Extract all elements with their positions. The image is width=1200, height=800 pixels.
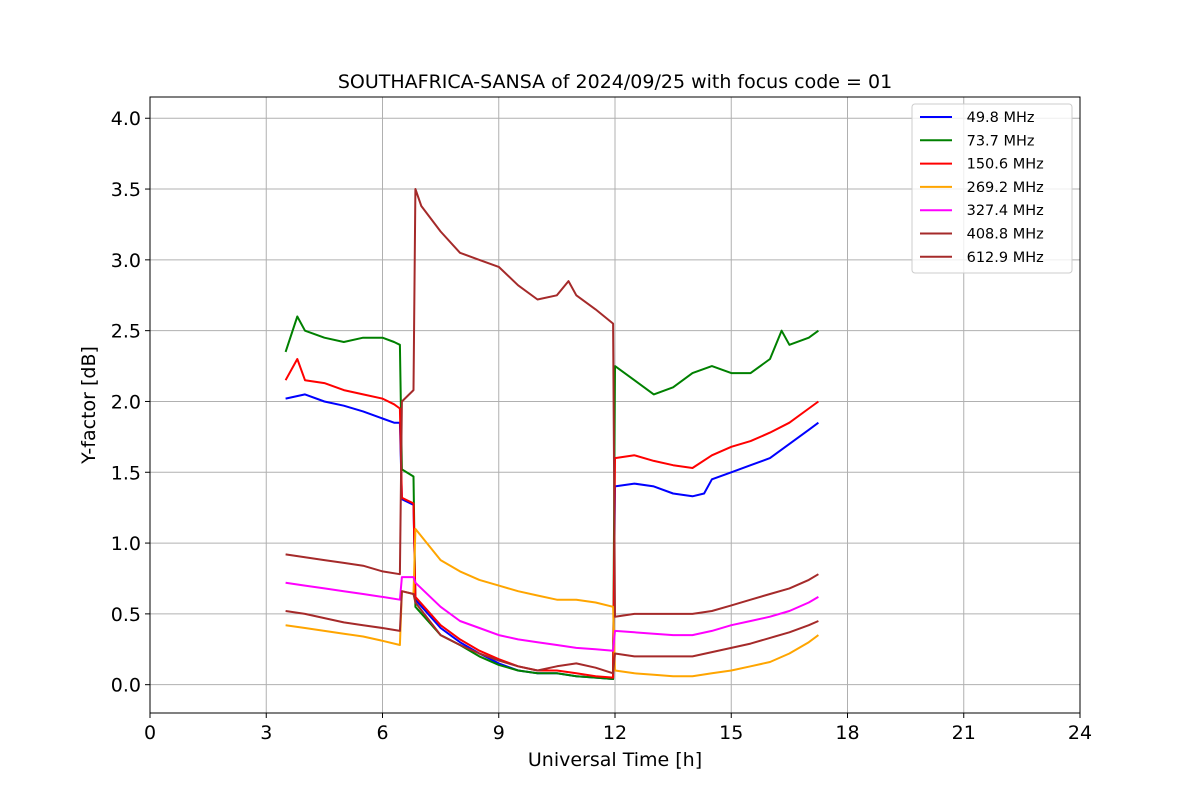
legend-label: 73.7 MHz	[962, 133, 1035, 149]
x-tick-label: 6	[376, 722, 388, 744]
chart-title: SOUTHAFRICA-SANSA of 2024/09/25 with foc…	[338, 71, 892, 93]
y-tick-label: 2.5	[111, 321, 141, 343]
y-axis-label: Y-factor [dB]	[78, 346, 100, 465]
series-line-5	[285, 576, 819, 652]
y-axis-ticks: 0.0 0.5 1.0 1.5 2.0 2.5 3.0 3.5 4.0	[111, 108, 150, 697]
legend: 49.8 MHz 73.7 MHz 150.6 MHz 269.2 MHz 32…	[911, 103, 1073, 274]
x-tick-label: 12	[603, 722, 627, 744]
x-tick-label: 3	[260, 722, 272, 744]
legend-box	[911, 103, 1073, 274]
x-tick-label: 18	[835, 722, 859, 744]
x-tick-label: 21	[952, 722, 976, 744]
legend-label: 612.9 MHz	[962, 250, 1044, 266]
legend-label: 150.6 MHz	[962, 157, 1044, 173]
series-line-6	[285, 590, 819, 675]
y-tick-label: 0.0	[111, 675, 141, 697]
y-tick-label: 4.0	[111, 108, 141, 130]
y-tick-label: 3.5	[111, 179, 141, 201]
y-tick-label: 1.5	[111, 462, 141, 484]
x-axis-label: Universal Time [h]	[528, 749, 702, 771]
x-tick-label: 0	[144, 722, 156, 744]
legend-label: 269.2 MHz	[962, 180, 1044, 196]
x-axis-ticks: 0 3 6 9 12 15 18 21 24	[144, 713, 1092, 744]
series-line-7	[285, 188, 819, 618]
legend-label: 327.4 MHz	[962, 203, 1044, 219]
y-tick-label: 2.0	[111, 391, 141, 413]
x-tick-label: 15	[719, 722, 743, 744]
legend-label: 408.8 MHz	[962, 227, 1044, 243]
series-line-2	[284, 315, 819, 680]
y-tick-label: 0.5	[111, 604, 141, 626]
x-tick-label: 24	[1068, 722, 1092, 744]
series-line-4	[285, 527, 819, 678]
legend-label: 49.8 MHz	[962, 110, 1035, 126]
y-tick-label: 3.0	[111, 250, 141, 272]
x-tick-label: 9	[493, 722, 505, 744]
series-lines	[284, 188, 819, 680]
y-tick-label: 1.0	[111, 533, 141, 555]
